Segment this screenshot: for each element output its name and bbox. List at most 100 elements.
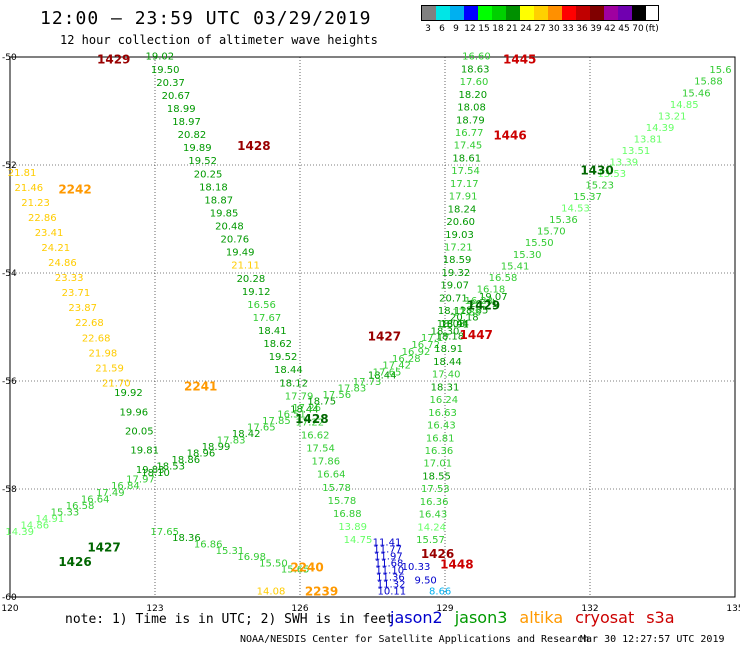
satellite-label-altika: altika bbox=[519, 608, 564, 627]
track-value: 17.65 bbox=[373, 368, 402, 379]
track-value: 19.50 bbox=[151, 65, 180, 76]
track-value: 19.12 bbox=[242, 287, 271, 298]
colorbar-label: 21 bbox=[506, 24, 518, 34]
track-time-label: 1445 bbox=[503, 53, 536, 67]
colorbar-label: 15 bbox=[478, 24, 490, 34]
track-value: 23.33 bbox=[55, 273, 84, 284]
track-value: 18.42 bbox=[232, 429, 261, 440]
track-value: 13.39 bbox=[610, 157, 639, 168]
track-value: 18.86 bbox=[171, 455, 200, 466]
track-value: 16.63 bbox=[428, 408, 457, 419]
colorbar-swatch bbox=[562, 6, 576, 20]
track-value: 15.50 bbox=[259, 558, 288, 569]
track-value: 17.49 bbox=[96, 488, 125, 499]
track-value: 17.91 bbox=[449, 192, 478, 203]
track-value: 17.54 bbox=[451, 166, 480, 177]
track-value: 18.91 bbox=[440, 319, 469, 330]
track-value: 20.37 bbox=[156, 78, 185, 89]
colorbar-label: 45 bbox=[618, 24, 630, 34]
footer-credit: NOAA/NESDIS Center for Satellite Applica… bbox=[240, 634, 590, 645]
track-time-label: 1446 bbox=[493, 128, 526, 142]
colorbar-label: (ft) bbox=[645, 24, 659, 34]
track-value: 13.81 bbox=[634, 134, 663, 145]
jason2-value: 11.77 bbox=[373, 545, 402, 556]
track-value: 15.78 bbox=[328, 496, 357, 507]
track-value: 18.44 bbox=[290, 404, 319, 415]
track-value: 16.58 bbox=[489, 273, 518, 284]
x-tick-label: 129 bbox=[436, 604, 453, 614]
track-value: 14.39 bbox=[646, 123, 675, 134]
track-value: 18.20 bbox=[458, 90, 487, 101]
track-time-label: 1428 bbox=[295, 412, 328, 426]
colorbar-label: 36 bbox=[576, 24, 588, 34]
track-value: 13.89 bbox=[338, 522, 367, 533]
track-value: 15.30 bbox=[513, 250, 542, 261]
track-value: 14.86 bbox=[20, 520, 49, 531]
track-time-label: 1429 bbox=[97, 53, 130, 67]
track-value: 19.52 bbox=[188, 156, 217, 167]
track-value: 18.44 bbox=[440, 319, 469, 330]
track-value: 16.36 bbox=[425, 446, 454, 457]
track-value: 18.18 bbox=[199, 182, 228, 193]
jason2-value: 11.32 bbox=[377, 579, 406, 590]
track-value: 21.11 bbox=[231, 261, 260, 272]
colorbar-labels: 3 6 9 12 15 18 21 24 27 30 33 36 39 42 45 70 (ft) bbox=[421, 24, 659, 34]
track-value: 16.28 bbox=[392, 354, 421, 365]
track-value: 14.08 bbox=[257, 586, 286, 597]
track-value: 18.53 bbox=[156, 462, 185, 473]
track-value: 8.66 bbox=[429, 586, 451, 597]
track-value: 18.31 bbox=[431, 382, 460, 393]
track-value: 19.52 bbox=[269, 352, 298, 363]
colorbar-label: 24 bbox=[520, 24, 532, 34]
jason2-value: 11.68 bbox=[375, 559, 404, 570]
track-value: 18.63 bbox=[461, 64, 490, 75]
track-value: 19.83 bbox=[136, 465, 165, 476]
track-value: 22.86 bbox=[28, 213, 57, 224]
track-value: 18.44 bbox=[274, 365, 303, 376]
track-value: 18.44 bbox=[433, 357, 462, 368]
track-value: 16.92 bbox=[402, 347, 431, 358]
track-value: 17.26 bbox=[292, 403, 321, 414]
jason2-value: 11.41 bbox=[373, 538, 402, 549]
track-value: 18.03 bbox=[437, 319, 466, 330]
track-value: 20.67 bbox=[162, 91, 191, 102]
track-value: 15.78 bbox=[322, 483, 351, 494]
satellite-label-jason3: jason3 bbox=[454, 608, 508, 627]
colorbar-swatch bbox=[506, 6, 520, 20]
track-value: 18.91 bbox=[434, 344, 463, 355]
track-value: 18.59 bbox=[443, 255, 472, 266]
colorbar-label: 18 bbox=[492, 24, 504, 34]
track-value: 21.59 bbox=[95, 363, 124, 374]
track-value: 21.98 bbox=[89, 348, 118, 359]
track-value: 16.86 bbox=[194, 540, 223, 551]
track-value: 19.07 bbox=[440, 281, 469, 292]
track-value: 16.64 bbox=[317, 470, 346, 481]
track-value: 19.02 bbox=[146, 52, 175, 63]
track-value: 17.45 bbox=[454, 141, 483, 152]
track-value: 14.75 bbox=[344, 535, 373, 546]
track-value: 17.21 bbox=[444, 242, 473, 253]
track-value: 15.41 bbox=[501, 261, 530, 272]
track-value: 15.50 bbox=[525, 238, 554, 249]
track-value: 9.50 bbox=[415, 576, 437, 587]
track-value: 18.41 bbox=[258, 326, 287, 337]
track-time-label: 2241 bbox=[184, 379, 217, 393]
track-time-label: 1427 bbox=[87, 540, 120, 554]
track-value: 20.71 bbox=[469, 299, 498, 310]
y-tick-label: -52 bbox=[2, 161, 17, 171]
track-value: 14.53 bbox=[561, 204, 590, 215]
track-value: 17.40 bbox=[432, 370, 461, 381]
track-value: 16.24 bbox=[429, 395, 458, 406]
track-value: 23.71 bbox=[62, 288, 91, 299]
track-value: 15.46 bbox=[682, 88, 711, 99]
track-value: 19.03 bbox=[445, 230, 474, 241]
track-value: 18.10 bbox=[141, 468, 170, 479]
colorbar-swatch bbox=[520, 6, 534, 20]
track-value: 20.05 bbox=[125, 426, 154, 437]
colorbar-label: 6 bbox=[439, 24, 445, 34]
track-value: 19.81 bbox=[130, 446, 159, 457]
track-time-label: 1429 bbox=[467, 298, 500, 312]
jason2-value: 11.10 bbox=[375, 565, 404, 576]
track-value: 20.60 bbox=[446, 217, 475, 228]
colorbar-swatch bbox=[590, 6, 604, 20]
